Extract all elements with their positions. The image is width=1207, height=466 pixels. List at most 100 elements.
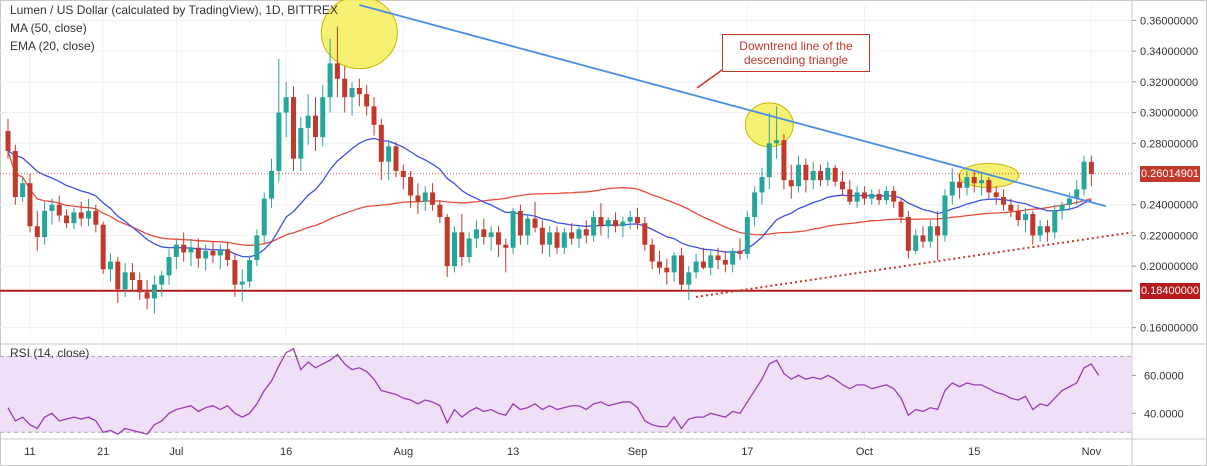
candle-body <box>788 180 794 187</box>
time-tick-label: Oct <box>856 446 873 458</box>
candle-body <box>320 97 326 138</box>
candle-body <box>151 284 157 299</box>
candle-body <box>1066 198 1072 205</box>
time-tick-label: Aug <box>393 446 413 458</box>
candle-body <box>298 127 304 159</box>
time-tick-label: Jul <box>169 446 183 458</box>
candle-body <box>627 217 633 222</box>
candle-body <box>42 210 48 237</box>
candle-body <box>803 164 809 181</box>
candle-body <box>444 217 450 267</box>
candle-body <box>1059 204 1065 211</box>
candle-body <box>78 212 84 219</box>
candle-body <box>210 250 216 256</box>
time-tick-label: 15 <box>968 446 980 458</box>
candle-body <box>752 192 758 218</box>
candle-body <box>796 164 802 187</box>
candle-body <box>356 87 362 95</box>
candle-body <box>576 229 582 239</box>
candle-body <box>979 180 985 184</box>
candle-body <box>452 232 458 267</box>
annotation-line-2: descending triangle <box>743 53 849 67</box>
time-tick-label: Nov <box>1082 446 1102 458</box>
candle-body <box>12 150 18 198</box>
candle-body <box>364 94 370 107</box>
candle-body <box>700 261 706 268</box>
candle-body <box>759 177 765 193</box>
candle-body <box>247 260 253 282</box>
candle-body <box>386 146 392 162</box>
candle-body <box>635 217 641 224</box>
candle-body <box>173 244 179 257</box>
candle-body <box>34 226 40 237</box>
rsi-line <box>7 347 1100 435</box>
candle-body <box>678 255 684 285</box>
candle-body <box>27 183 33 227</box>
candle-body <box>591 217 597 236</box>
candle-body <box>107 261 113 270</box>
candle-body <box>488 232 494 237</box>
candle-body <box>129 272 135 281</box>
candle-body <box>920 235 926 242</box>
candle-body <box>649 244 655 262</box>
rsi-legend: RSI (14, close) <box>10 346 90 360</box>
candle-body <box>1052 210 1058 233</box>
time-tick-label: 21 <box>97 446 109 458</box>
candle-body <box>1088 161 1094 174</box>
candle-body <box>561 232 567 248</box>
time-tick-label: 17 <box>741 446 753 458</box>
candle-body <box>422 192 428 202</box>
candle-body <box>261 198 267 236</box>
candle-body <box>854 192 860 202</box>
candle-body <box>935 226 941 236</box>
candle-body <box>986 180 992 193</box>
candle-body <box>225 249 231 261</box>
candle-body <box>144 292 150 299</box>
candle-body <box>810 170 816 181</box>
rising-trendline <box>695 231 1133 298</box>
candle-body <box>905 217 911 251</box>
candle-body <box>730 250 736 265</box>
candle-body <box>583 229 589 236</box>
candle-body <box>342 78 348 98</box>
price-tick-label: 0.28000000 <box>1140 138 1198 150</box>
candle-body <box>1030 213 1036 236</box>
candle-body <box>437 204 443 218</box>
candle-body <box>1081 161 1087 190</box>
candle-body <box>290 97 296 159</box>
candle-body <box>839 181 845 190</box>
candle-body <box>913 235 919 251</box>
candle-body <box>781 140 787 181</box>
candle-body <box>232 260 238 285</box>
candle-body <box>137 280 143 293</box>
candle-body <box>269 170 275 199</box>
candle-body <box>400 170 406 178</box>
candle-body <box>305 115 311 128</box>
candle-body <box>459 232 465 257</box>
highlight-ellipse <box>320 0 398 70</box>
candle-body <box>115 261 121 290</box>
candle-body <box>217 249 223 256</box>
candle-body <box>942 195 948 236</box>
candle-body <box>466 238 472 257</box>
candle-body <box>569 232 575 239</box>
support-price-label: 0.18400000 <box>1140 282 1200 299</box>
candle-body <box>774 140 780 144</box>
price-tick-label: 0.16000000 <box>1140 323 1198 335</box>
candle-body <box>861 192 867 199</box>
candle-body <box>1037 226 1043 236</box>
candle-body <box>1001 197 1007 205</box>
candle-body <box>86 210 92 219</box>
candle-body <box>869 193 875 199</box>
price-tick-label: 0.36000000 <box>1140 15 1198 27</box>
candle-body <box>93 210 99 225</box>
candle-body <box>847 189 853 202</box>
candle-body <box>1015 210 1021 221</box>
candle-body <box>56 204 62 216</box>
candle-body <box>181 244 187 253</box>
candle-body <box>5 130 11 151</box>
candle-body <box>166 256 172 276</box>
downtrend-line <box>359 4 1107 208</box>
candle-body <box>1022 213 1028 221</box>
